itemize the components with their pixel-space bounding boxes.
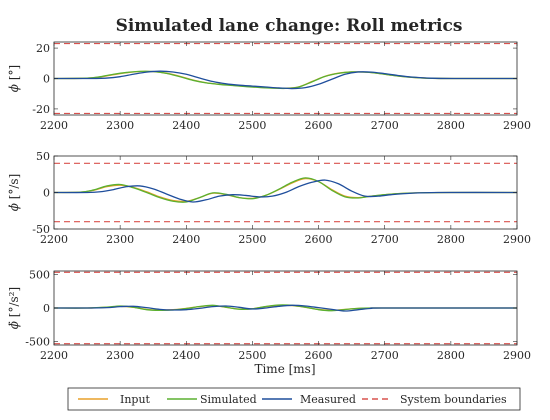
legend-label-measured: Measured [300,393,356,406]
x-tick-label: 2300 [106,119,134,132]
x-tick-label: 2400 [172,233,200,246]
y-tick-label: -500 [25,336,50,349]
chart-title: Simulated lane change: Roll metrics [116,16,463,36]
legend: Input Simulated Measured System boundaries [67,387,521,411]
y-axis-symbol: ϕ [7,84,21,92]
series-line-simulated [54,177,517,203]
y-tick-label: 0 [43,302,50,315]
series-line-simulated [54,70,517,90]
series-line-measured [54,179,517,203]
panels-group: 2200 2300 2400 2500 2600 2700 2800 2900 -20 0 20 ϕ … [7,41,531,362]
y-axis-unit: [°] [7,65,21,84]
x-tick-label: 2900 [503,119,531,132]
panel-3: 2200 2300 2400 2500 2600 2700 2800 2900 -500 0 500… [7,268,531,362]
x-tick-label: 2900 [503,349,531,362]
x-tick-label: 2700 [371,349,399,362]
x-tick-label: 2500 [238,349,266,362]
series-line-input [54,177,517,203]
x-tick-label: 2200 [40,233,68,246]
y-tick-label: 50 [36,150,50,163]
legend-label-input: Input [120,393,151,406]
x-tick-label: 2400 [172,349,200,362]
y-tick-label: 0 [43,73,50,86]
x-tick-label: 2800 [437,233,465,246]
legend-label-simulated: Simulated [200,393,257,406]
series-line-input [54,70,517,89]
y-axis-symbol: ϕ̈ [7,321,21,329]
y-axis-symbol: ϕ̇ [7,203,21,211]
x-tick-label: 2900 [503,233,531,246]
series-line-simulated [54,304,517,312]
x-tick-label: 2300 [106,233,134,246]
x-tick-label: 2500 [238,233,266,246]
y-axis-unit: [°/s] [7,174,21,203]
x-tick-label: 2700 [371,119,399,132]
series-line-measured [54,70,517,90]
y-tick-label: -50 [32,223,50,236]
y-axis-label: ϕ̇ [°/s] [7,174,21,212]
x-tick-label: 2800 [437,119,465,132]
x-tick-label: 2600 [305,119,333,132]
x-tick-label: 2600 [305,349,333,362]
legend-label-system-boundaries: System boundaries [400,393,507,406]
y-axis-unit: [°/s²] [7,287,21,321]
series-line-measured [54,304,517,312]
legend-box [67,387,521,411]
x-tick-label: 2200 [40,349,68,362]
y-tick-label: 0 [43,187,50,200]
x-tick-label: 2500 [238,119,266,132]
panel-1: 2200 2300 2400 2500 2600 2700 2800 2900 -20 0 20 ϕ … [7,41,531,132]
panel-2: 2200 2300 2400 2500 2600 2700 2800 2900 -50 0 50 ϕ̇… [7,150,531,246]
y-tick-label: 500 [29,268,50,281]
x-axis-label: Time [ms] [254,362,315,376]
y-axis-label: ϕ̈ [°/s²] [7,287,21,329]
y-tick-label: -20 [32,103,50,116]
x-tick-label: 2700 [371,233,399,246]
y-tick-label: 20 [36,42,50,55]
x-tick-label: 2800 [437,349,465,362]
y-axis-label: ϕ [°] [7,65,21,92]
x-tick-label: 2400 [172,119,200,132]
x-tick-label: 2600 [305,233,333,246]
x-tick-label: 2300 [106,349,134,362]
x-tick-label: 2200 [40,119,68,132]
